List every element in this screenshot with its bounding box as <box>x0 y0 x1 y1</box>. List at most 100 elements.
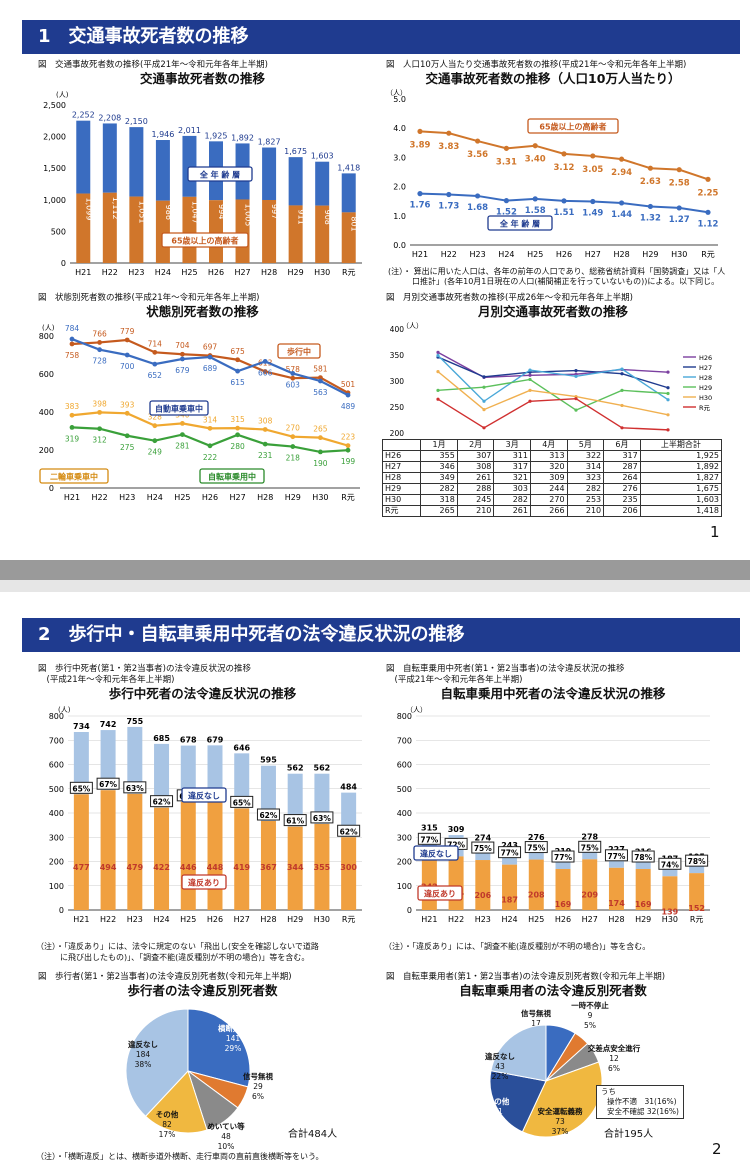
y-tick-label: 1.0 <box>393 212 406 221</box>
pie-label: その他 <box>487 1096 510 1106</box>
bar-violation <box>127 793 143 910</box>
monthly-panel: 図 月別交通事故死者数の推移(平成26年～令和元年各年上半期) 月別交通事故死者… <box>378 293 728 523</box>
data-point <box>152 349 158 355</box>
data-label: 231 <box>258 451 273 460</box>
violation-data-label: 209 <box>581 890 598 899</box>
bar-violation <box>207 801 223 910</box>
data-point <box>124 352 130 358</box>
bike-pie-caption: 図 自転車乗用者(第1・第2当事者)の法令違反別死者数(令和元年上半期) <box>386 972 666 982</box>
x-tick-label: H24 <box>155 268 171 277</box>
bar-no-violation <box>73 732 89 795</box>
total-data-label: 1,418 <box>337 163 360 172</box>
data-point <box>207 425 213 431</box>
x-tick-label: H30 <box>314 915 330 924</box>
x-tick-label: H28 <box>261 268 277 277</box>
pie-label: 48 <box>221 1132 231 1141</box>
percent-label: 67% <box>99 780 117 789</box>
bike-violation-title: 自転車乗用中死者の法令違反状況の推移 <box>440 686 666 701</box>
bar-violation <box>555 869 571 910</box>
pie-label: 82 <box>162 1120 172 1129</box>
table-cell: 265 <box>420 505 458 517</box>
table-cell: 264 <box>603 472 641 484</box>
pie-label: 横断違反 <box>218 1023 248 1033</box>
data-label: 489 <box>341 402 356 411</box>
data-point <box>318 435 323 441</box>
total-data-label: 1,925 <box>205 131 228 140</box>
data-point <box>647 165 653 171</box>
monthly-table: 1月 2月 3月 4月 5月 6月 上半期合計 H26 355 307 311 313 322 317 1,… <box>381 439 723 517</box>
pie-slice <box>187 1008 251 1088</box>
data-point <box>666 413 670 417</box>
table-cell: 346 <box>420 461 458 473</box>
x-tick-label: H30 <box>314 268 330 277</box>
data-label: 190 <box>313 459 328 468</box>
pie-label: 12 <box>609 1054 619 1063</box>
slide-separator <box>0 560 750 592</box>
x-tick-label: H29 <box>287 915 303 924</box>
percent-box <box>256 808 280 821</box>
data-point <box>262 441 268 447</box>
data-point <box>475 193 481 199</box>
pie-slice <box>489 1070 547 1133</box>
x-tick-label: H21 <box>75 268 91 277</box>
bar-violation <box>528 859 544 910</box>
table-cell: 349 <box>420 472 458 484</box>
y-tick-label: 0 <box>49 484 54 493</box>
percent-label: 77% <box>501 849 519 858</box>
bar-all-ages <box>341 173 356 213</box>
data-label: 766 <box>92 329 107 338</box>
data-point <box>528 388 532 392</box>
y-tick-label: 100 <box>397 882 412 891</box>
table-cell <box>381 439 422 451</box>
elderly-data-label: 908 <box>323 210 332 225</box>
data-label: 615 <box>230 378 245 387</box>
total-data-label: 679 <box>207 735 224 744</box>
data-label: 700 <box>120 362 135 371</box>
table-cell: 317 <box>493 461 531 473</box>
percent-box <box>283 814 307 827</box>
percent-box <box>658 857 682 870</box>
bar-violation <box>662 876 678 910</box>
percent-box <box>631 850 655 863</box>
percent-box <box>524 841 548 854</box>
data-point <box>290 371 296 376</box>
data-label: 223 <box>341 433 356 442</box>
slide-1: 1 交通事故死者数の推移 図 交通事故死者数の推移(平成21年～令和元年各年上半… <box>0 0 750 560</box>
monthly-title: 月別交通事故死者数の推移 <box>477 304 628 319</box>
per-capita-title: 交通事故死者数の推移（人口10万人当たり） <box>425 71 681 86</box>
x-tick-label: H23 <box>128 268 144 277</box>
data-point <box>97 347 102 353</box>
table-cell: 244 <box>529 483 568 495</box>
x-tick-label: H24 <box>498 250 514 259</box>
x-tick-label: H29 <box>642 250 658 259</box>
pie-label: 10% <box>218 1142 235 1149</box>
violation-data-label: 477 <box>73 863 90 872</box>
pie-label: 73 <box>555 1117 565 1126</box>
table-cell: 266 <box>529 505 568 517</box>
elderly-data-label: 911 <box>297 209 306 224</box>
violation-data-label: 367 <box>260 863 277 872</box>
bar-violation <box>73 794 89 910</box>
x-tick-label: H22 <box>441 250 457 259</box>
data-point <box>180 421 185 426</box>
data-point <box>290 375 296 381</box>
per-capita-note-1: (注）・ 算出に用いた人口は、各年の前年の人口であり、総務省統計資料「国勢調査」… <box>388 267 726 276</box>
table-cell: 313 <box>529 450 568 462</box>
x-tick-label: H25 <box>527 250 543 259</box>
x-tick-label: H25 <box>180 915 196 924</box>
table-cell: H28 <box>381 472 422 484</box>
data-label: 3.89 <box>410 140 431 150</box>
y-unit-label: （人） <box>386 89 407 97</box>
label-no-violation: 違反なし <box>188 791 220 801</box>
series-line <box>437 397 669 431</box>
table-cell: 210 <box>456 505 495 517</box>
percent-label: 77% <box>607 852 625 861</box>
data-point <box>620 367 624 371</box>
total-data-label: 2,252 <box>72 111 95 120</box>
x-tick-label: H26 <box>202 493 218 502</box>
bar-violation <box>502 864 518 910</box>
data-label: 3.40 <box>525 155 546 165</box>
y-unit-label: (人) <box>58 706 71 714</box>
legend-label: H28 <box>699 374 712 382</box>
data-label: 578 <box>286 365 301 374</box>
